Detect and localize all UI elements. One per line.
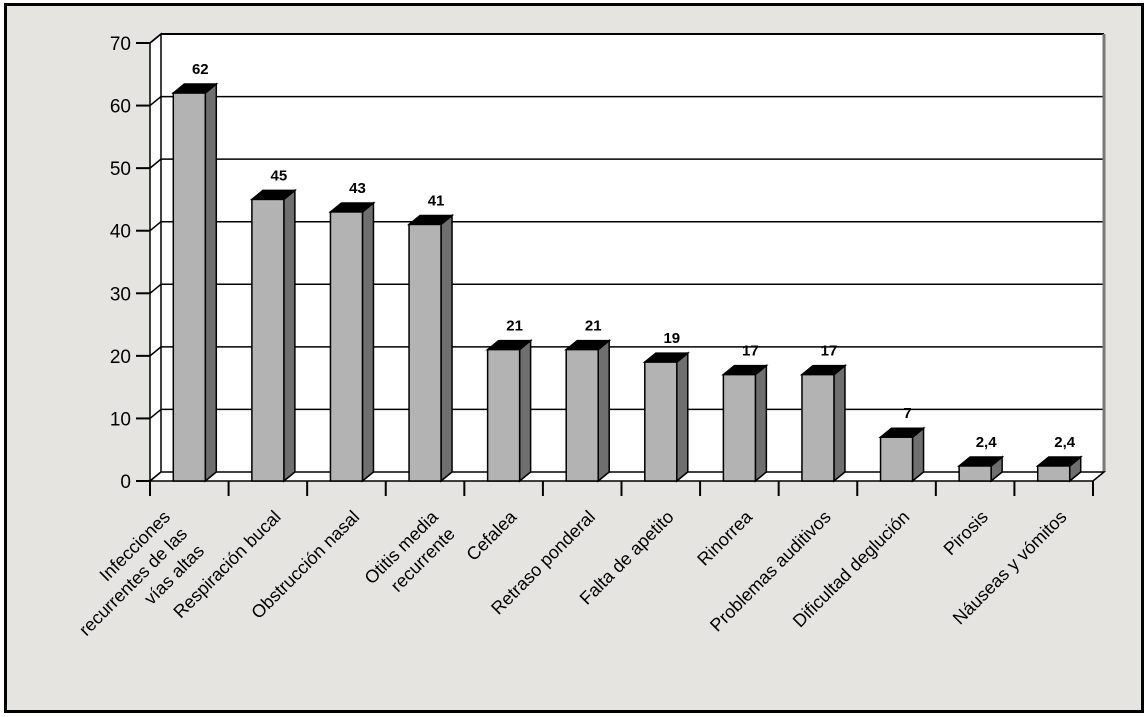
bar-front-face <box>565 348 599 482</box>
bar-side-face <box>361 201 375 483</box>
y-axis-label: 20 <box>110 347 131 368</box>
value-label: 21 <box>585 318 602 335</box>
bar-front-face <box>329 211 364 482</box>
y-axis-label: 60 <box>110 97 131 118</box>
y-tick-jog <box>149 283 162 294</box>
value-label: 45 <box>271 167 288 184</box>
bar-front-face <box>172 92 207 482</box>
y-axis-label: 40 <box>110 222 131 243</box>
value-label: 19 <box>663 330 680 347</box>
y-tick-jog <box>149 158 162 169</box>
bar-front-face <box>251 198 285 482</box>
value-label: 17 <box>821 343 838 360</box>
bar-front-face <box>408 223 442 482</box>
category-label: Infeccionesrecurrentes de lasvías altas <box>58 507 208 657</box>
bar-front-face <box>1036 465 1071 482</box>
y-tick-jog <box>149 221 162 232</box>
bar-front-face <box>722 373 757 482</box>
category-label-line: Pirosis <box>940 507 992 559</box>
value-label: 2,4 <box>976 434 998 451</box>
y-tick-jog <box>149 33 162 44</box>
back-wall <box>161 34 1104 472</box>
bar-side-face <box>440 213 453 483</box>
bar-side-face <box>518 339 532 483</box>
y-axis-label: 0 <box>120 472 131 493</box>
category-label: Cefalea <box>462 506 521 565</box>
category-label-line: Rinorrea <box>693 506 757 570</box>
bar-side-face <box>204 82 218 483</box>
value-label: 17 <box>742 343 759 360</box>
category-label: Rinorrea <box>693 506 757 570</box>
y-axis-label: 10 <box>110 409 131 430</box>
bar-side-face <box>676 351 689 483</box>
bar-side-face <box>283 188 296 483</box>
bar-front-face <box>879 436 914 482</box>
y-axis-label: 70 <box>110 34 131 55</box>
category-label: Pirosis <box>940 507 992 559</box>
y-tick-jog <box>149 346 162 357</box>
value-label: 62 <box>192 61 209 78</box>
y-axis-label: 30 <box>110 284 131 305</box>
y-tick-jog <box>149 95 162 107</box>
bar-side-face <box>754 364 768 483</box>
bar-front-face <box>644 361 678 482</box>
value-label: 2,4 <box>1054 434 1076 451</box>
value-label: 21 <box>506 318 523 335</box>
bar-front-face <box>486 348 521 482</box>
bar-side-face <box>597 339 610 483</box>
y-tick-jog <box>149 408 162 420</box>
bar-side-face <box>833 364 846 483</box>
value-label: 7 <box>903 405 911 422</box>
y-axis-label: 50 <box>110 159 131 180</box>
bar-front-face <box>801 373 835 482</box>
value-label: 41 <box>428 192 445 209</box>
value-label: 43 <box>349 180 366 197</box>
bar-front-face <box>958 465 992 482</box>
category-label-line: Cefalea <box>462 506 521 565</box>
category-label: Otitis mediarecurrente <box>361 506 460 605</box>
